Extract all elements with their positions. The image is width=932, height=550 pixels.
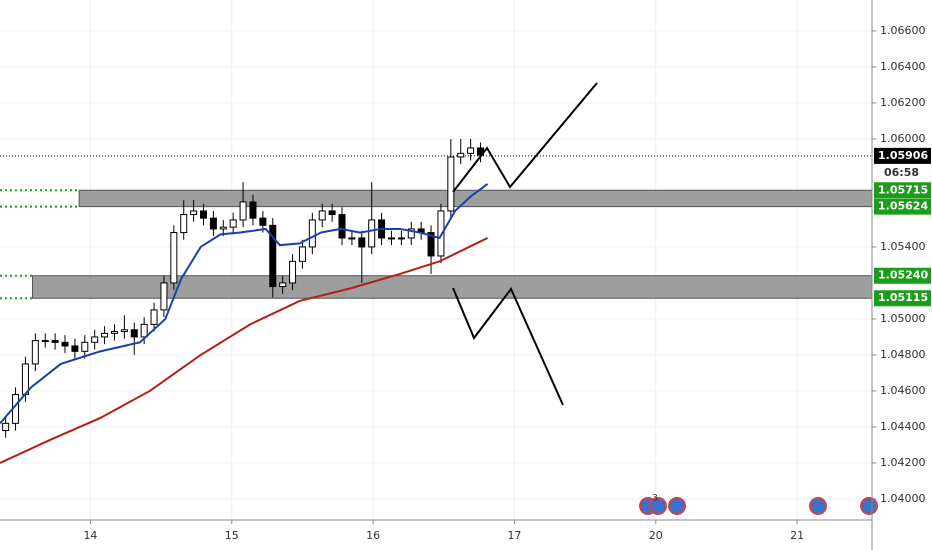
candle-body (289, 260, 297, 284)
y-tick-label: 1.04400 (880, 420, 926, 433)
y-tick-label: 1.06400 (880, 60, 926, 73)
moving-average (0, 237, 489, 464)
event-count: 3 (652, 494, 658, 504)
axes: 1.04000 1.04200 1.04400 1.04600 1.04800 1.050… (83, 24, 931, 542)
candle-body (150, 309, 158, 325)
candle-body (328, 210, 336, 216)
candle-body (368, 219, 376, 248)
y-tick-label: 1.05000 (880, 312, 926, 325)
y-tick-label: 1.06000 (880, 132, 926, 145)
x-tick-label: 21 (790, 529, 804, 542)
candle-body (269, 224, 277, 288)
candle-body (71, 345, 79, 352)
zone (32, 275, 873, 299)
event-icon[interactable] (649, 497, 667, 515)
candle-body (358, 237, 366, 248)
price-badge (874, 267, 931, 284)
candle-body (308, 219, 316, 248)
candle-body (239, 201, 247, 221)
y-tick-label: 1.04000 (880, 492, 926, 505)
candle-body (259, 217, 267, 226)
candle-body (457, 152, 465, 158)
candle-body (447, 156, 455, 212)
candle-body (2, 422, 10, 432)
candle-body (61, 341, 69, 347)
x-tick-label: 15 (225, 529, 239, 542)
price-badge-label: 1.05906 (878, 149, 928, 162)
drawings (452, 82, 598, 406)
candle-body (101, 332, 109, 338)
price-badge-label: 1.05115 (878, 291, 928, 304)
candle-body (387, 237, 395, 240)
candle-body (348, 237, 356, 240)
y-tick-label: 1.04600 (880, 384, 926, 397)
candles (0, 138, 489, 464)
candle-body (437, 210, 445, 257)
projection-up (452, 82, 598, 193)
candle-body (229, 219, 237, 228)
candle-body (180, 214, 188, 234)
candle-body (120, 329, 128, 333)
candle-body (200, 210, 208, 219)
events: 3 (639, 494, 878, 515)
candle-body (279, 282, 287, 288)
event-icon[interactable] (668, 497, 686, 515)
price-badge-label: 1.05240 (878, 269, 928, 282)
candle-body (209, 217, 217, 230)
candle-body (41, 340, 49, 343)
candle-body (467, 147, 475, 154)
candle-body (110, 331, 118, 334)
candle-body (91, 336, 99, 343)
y-tick-label: 1.05400 (880, 240, 926, 253)
candle-body (338, 214, 346, 239)
candle-body (160, 282, 168, 311)
countdown: 06:58 (884, 166, 919, 179)
y-tick-label: 1.04800 (880, 348, 926, 361)
x-tick-label: 14 (83, 529, 97, 542)
candle-body (51, 340, 59, 343)
projection-down (452, 287, 564, 406)
moving-average (0, 183, 489, 424)
y-tick-label: 1.06600 (880, 24, 926, 37)
x-tick-label: 16 (366, 529, 380, 542)
candle-body (427, 232, 435, 257)
price-badge (874, 198, 931, 215)
candle-body (31, 340, 39, 365)
price-badge (874, 290, 931, 307)
candle-body (298, 246, 306, 262)
event-icon[interactable] (809, 497, 827, 515)
price-badge (874, 182, 931, 199)
price-badge-label: 1.05715 (878, 183, 928, 196)
event-icon[interactable] (860, 497, 878, 515)
candle-body (190, 210, 198, 216)
x-tick-label: 17 (507, 529, 521, 542)
candle-body (81, 341, 89, 352)
countdown-badge (874, 164, 931, 181)
candle-body (318, 210, 326, 221)
candle-body (397, 237, 405, 240)
candle-body (130, 329, 138, 338)
candle-body (140, 323, 148, 338)
candle-body (249, 201, 257, 219)
price-badge-label: 1.05624 (878, 200, 928, 213)
candle-body (407, 228, 415, 239)
x-tick-label: 20 (649, 529, 663, 542)
y-tick-label: 1.04200 (880, 456, 926, 469)
candle-body (219, 226, 227, 230)
grid (0, 0, 872, 520)
price-badge (874, 147, 931, 164)
y-tick-label: 1.06200 (880, 96, 926, 109)
candle-body (170, 232, 178, 284)
